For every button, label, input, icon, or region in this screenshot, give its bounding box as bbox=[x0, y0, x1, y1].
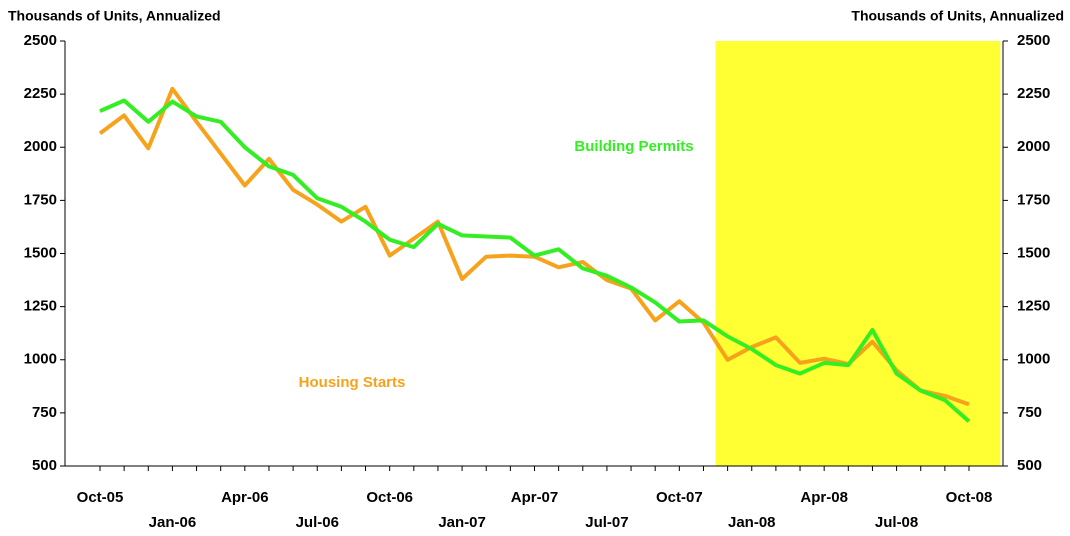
x-tick-label: Apr-07 bbox=[511, 489, 559, 506]
y-tick-label: 2250 bbox=[24, 85, 57, 102]
y2-tick-label: 1750 bbox=[1017, 191, 1050, 208]
x-tick-label: Jan-08 bbox=[728, 514, 776, 531]
y-tick-label: 1250 bbox=[24, 298, 57, 315]
x-tick-label: Oct-08 bbox=[946, 489, 993, 506]
y2-tick-label: 2500 bbox=[1017, 32, 1050, 49]
y2-tick-label: 2250 bbox=[1017, 85, 1050, 102]
y2-tick-label: 1000 bbox=[1017, 351, 1050, 368]
y-tick-label: 500 bbox=[32, 457, 57, 474]
y-tick-label: 1000 bbox=[24, 351, 57, 368]
x-tick-label: Jul-07 bbox=[585, 514, 628, 531]
y-tick-label: 2000 bbox=[24, 138, 57, 155]
y2-axis-title: Thousands of Units, Annualized bbox=[851, 8, 1064, 24]
series-label: Building Permits bbox=[574, 138, 693, 155]
x-tick-label: Oct-07 bbox=[656, 489, 703, 506]
x-tick-label: Oct-06 bbox=[366, 489, 413, 506]
x-tick-label: Apr-08 bbox=[800, 489, 848, 506]
x-tick-label: Jan-06 bbox=[149, 514, 197, 531]
y2-tick-label: 1250 bbox=[1017, 298, 1050, 315]
y-tick-label: 1500 bbox=[24, 244, 57, 261]
y-axis-title: Thousands of Units, Annualized bbox=[8, 8, 221, 24]
y-tick-label: 750 bbox=[32, 404, 57, 421]
y-tick-label: 1750 bbox=[24, 191, 57, 208]
series-label: Housing Starts bbox=[299, 374, 406, 391]
y2-tick-label: 1500 bbox=[1017, 244, 1050, 261]
x-tick-label: Oct-05 bbox=[77, 489, 124, 506]
shaded-region bbox=[715, 41, 1001, 466]
y2-tick-label: 500 bbox=[1017, 457, 1042, 474]
x-tick-label: Jan-07 bbox=[438, 514, 486, 531]
y2-tick-label: 2000 bbox=[1017, 138, 1050, 155]
y-tick-label: 2500 bbox=[24, 32, 57, 49]
x-tick-label: Jul-08 bbox=[875, 514, 918, 531]
x-tick-label: Jul-06 bbox=[296, 514, 339, 531]
series-line bbox=[99, 98, 971, 423]
x-tick-label: Apr-06 bbox=[221, 489, 269, 506]
y2-tick-label: 750 bbox=[1017, 404, 1042, 421]
